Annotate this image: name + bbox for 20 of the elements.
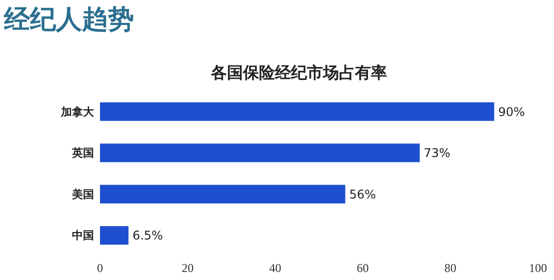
- data-label: 6.5%: [132, 228, 163, 243]
- x-tick-label: 60: [356, 261, 369, 275]
- data-label: 56%: [349, 187, 376, 202]
- x-tick-label: 100: [529, 261, 547, 275]
- chart-title: 经纪人趋势: [3, 5, 134, 35]
- chart-subtitle: 各国保险经纪市场占有率: [210, 63, 387, 82]
- y-tick-label: 英国: [71, 146, 94, 160]
- y-tick-label: 加拿大: [60, 105, 95, 118]
- data-label: 73%: [424, 146, 450, 160]
- bar: [100, 184, 346, 204]
- x-tick-label: 20: [182, 261, 194, 275]
- bar: [100, 144, 420, 162]
- x-tick-label: 0: [97, 261, 103, 275]
- data-label: 90%: [498, 104, 525, 119]
- bar: [100, 226, 128, 245]
- bar: [100, 102, 494, 121]
- y-tick-label: 美国: [71, 188, 94, 201]
- x-tick-label: 40: [269, 261, 282, 275]
- x-tick-label: 80: [444, 261, 456, 275]
- y-tick-label: 中国: [72, 229, 94, 242]
